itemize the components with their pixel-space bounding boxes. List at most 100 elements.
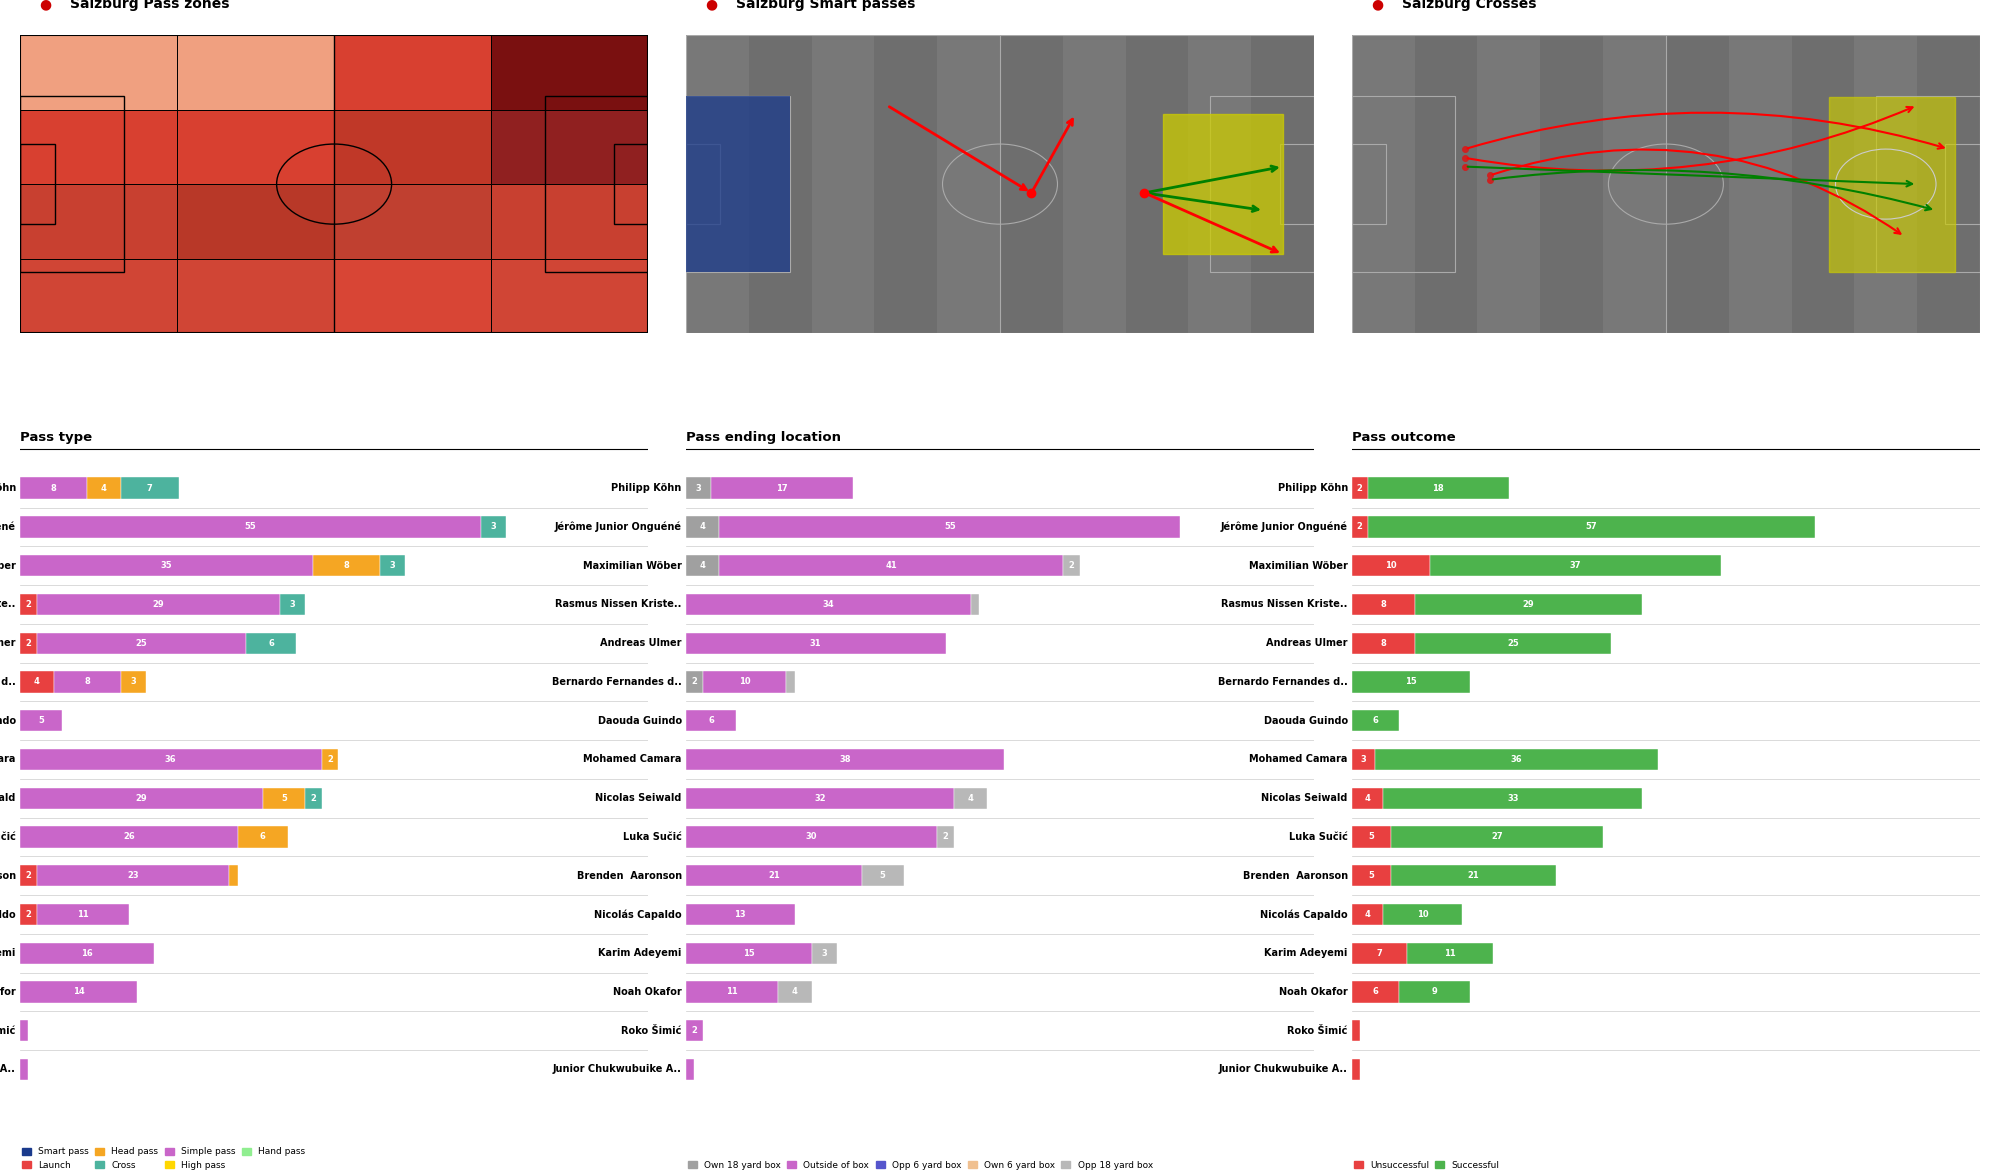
Text: 5: 5: [1368, 832, 1374, 841]
Text: 5: 5: [280, 793, 286, 803]
Bar: [1062, 555, 1080, 576]
Bar: [20, 35, 178, 109]
Bar: [720, 516, 1180, 538]
Bar: [334, 258, 492, 333]
Text: 2: 2: [26, 639, 32, 647]
Text: 10: 10: [738, 678, 750, 686]
Text: 4: 4: [968, 793, 974, 803]
Text: 3: 3: [390, 562, 396, 570]
Text: 17: 17: [776, 484, 788, 492]
Text: Roko Šimić: Roko Šimić: [1288, 1026, 1348, 1035]
Text: Maximilian Wöber: Maximilian Wöber: [1248, 560, 1348, 571]
Bar: [1164, 114, 1282, 254]
Bar: [88, 477, 120, 499]
Text: Rasmus Nissen Kriste..: Rasmus Nissen Kriste..: [0, 599, 16, 610]
Bar: [1352, 1020, 1360, 1041]
Text: 13: 13: [734, 909, 746, 919]
Bar: [178, 184, 334, 258]
Bar: [1352, 145, 1386, 224]
Bar: [1352, 516, 1368, 538]
Bar: [1392, 826, 1604, 847]
Bar: [1352, 35, 1414, 333]
Text: 15: 15: [1404, 678, 1416, 686]
Bar: [20, 516, 480, 538]
Text: 3: 3: [1360, 756, 1366, 764]
Bar: [686, 632, 946, 653]
Bar: [686, 787, 954, 808]
Text: Mohamed Camara: Mohamed Camara: [0, 754, 16, 765]
Bar: [686, 671, 702, 692]
Bar: [614, 145, 648, 224]
Bar: [686, 555, 720, 576]
Text: 2: 2: [26, 600, 32, 609]
Bar: [1352, 477, 1368, 499]
Text: 18: 18: [1432, 484, 1444, 492]
Bar: [1352, 96, 1456, 273]
Bar: [246, 632, 296, 653]
Bar: [1352, 1059, 1360, 1080]
Text: Junior Chukwubuike A..: Junior Chukwubuike A..: [552, 1065, 682, 1074]
Text: Nicolas Seiwald: Nicolas Seiwald: [0, 793, 16, 804]
Bar: [686, 710, 736, 731]
Bar: [120, 671, 146, 692]
Text: 4: 4: [700, 562, 706, 570]
Bar: [1352, 632, 1414, 653]
Bar: [230, 865, 238, 886]
Bar: [1540, 35, 1604, 333]
Bar: [686, 748, 1004, 770]
Text: Pass type: Pass type: [20, 430, 92, 444]
Text: Jérôme Junior Onguéné: Jérôme Junior Onguéné: [554, 522, 682, 532]
Bar: [20, 632, 36, 653]
Text: 5: 5: [1368, 871, 1374, 880]
Text: 2: 2: [1356, 523, 1362, 531]
Text: 33: 33: [1508, 793, 1518, 803]
Text: Philipp Köhn: Philipp Köhn: [612, 483, 682, 493]
Legend: Smart pass, Launch, Head pass, Cross, Simple pass, High pass, Hand pass: Smart pass, Launch, Head pass, Cross, Si…: [18, 1143, 308, 1174]
Text: 3: 3: [290, 600, 296, 609]
Bar: [686, 826, 938, 847]
Text: 2: 2: [1356, 484, 1362, 492]
Bar: [20, 710, 62, 731]
Bar: [1392, 865, 1556, 886]
Text: 23: 23: [128, 871, 138, 880]
Text: Junior Chukwubuike A..: Junior Chukwubuike A..: [1218, 1065, 1348, 1074]
Bar: [720, 555, 1062, 576]
Text: 57: 57: [1586, 523, 1598, 531]
Text: 6: 6: [1372, 717, 1378, 725]
Text: 21: 21: [1468, 871, 1480, 880]
Text: 2: 2: [310, 793, 316, 803]
Bar: [54, 671, 120, 692]
Bar: [20, 748, 322, 770]
Text: 38: 38: [840, 756, 850, 764]
Bar: [20, 671, 54, 692]
Bar: [1876, 96, 1980, 273]
Bar: [36, 904, 128, 925]
Text: 8: 8: [344, 562, 350, 570]
Text: 36: 36: [164, 756, 176, 764]
Text: Maximilian Wöber: Maximilian Wöber: [582, 560, 682, 571]
Bar: [1352, 865, 1392, 886]
Bar: [120, 477, 180, 499]
Bar: [20, 1020, 28, 1041]
Text: ●: ●: [1370, 0, 1382, 12]
Text: Jérôme Junior Onguéné: Jérôme Junior Onguéné: [0, 522, 16, 532]
Text: 7: 7: [146, 484, 152, 492]
Text: 29: 29: [136, 793, 148, 803]
Text: Andreas Ulmer: Andreas Ulmer: [0, 638, 16, 649]
Bar: [314, 555, 380, 576]
Text: 6: 6: [260, 832, 266, 841]
Bar: [334, 184, 492, 258]
Bar: [1792, 35, 1854, 333]
Text: ●: ●: [40, 0, 52, 12]
Text: 35: 35: [160, 562, 172, 570]
Bar: [1414, 593, 1642, 615]
Bar: [686, 35, 748, 333]
Bar: [178, 109, 334, 184]
Bar: [1946, 145, 1980, 224]
Bar: [686, 96, 790, 273]
Text: Karim Adeyemi: Karim Adeyemi: [1264, 948, 1348, 959]
Bar: [1352, 555, 1430, 576]
Text: 26: 26: [124, 832, 134, 841]
Bar: [20, 981, 138, 1002]
Text: Salzburg Crosses: Salzburg Crosses: [1402, 0, 1536, 12]
